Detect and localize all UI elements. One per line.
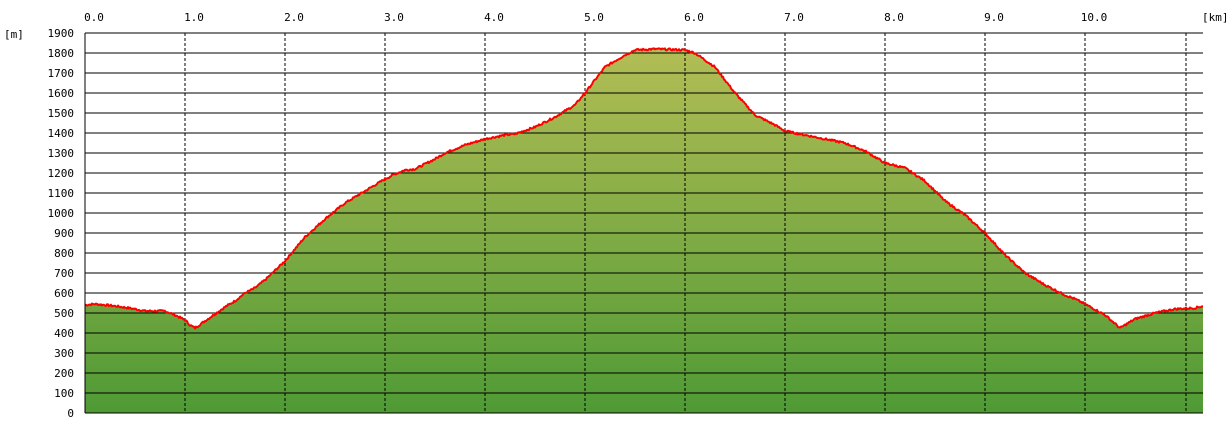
y-tick-label-100: 100: [54, 387, 74, 400]
y-tick-label-800: 800: [54, 247, 74, 260]
y-tick-label-700: 700: [54, 267, 74, 280]
y-tick-label-1400: 1400: [48, 127, 75, 140]
x-tick-label-1: 1.0: [184, 11, 204, 24]
elevation-line: [84, 47, 1203, 330]
vertical-gridlines: [184, 33, 1187, 413]
y-unit-label: [m]: [4, 28, 24, 41]
y-tick-label-400: 400: [54, 327, 74, 340]
y-tick-label-1100: 1100: [48, 187, 75, 200]
x-tick-label-7: 7.0: [784, 11, 804, 24]
axes: [84, 33, 1203, 414]
x-tick-label-9: 9.0: [984, 11, 1004, 24]
y-tick-labels: 0 100 200 300 400 500 600 700 800 900 1000 1100 1200…: [48, 27, 75, 420]
y-tick-label-300: 300: [54, 347, 74, 360]
x-tick-label-2: 2.0: [284, 11, 304, 24]
x-tick-label-10: 10.0: [1081, 11, 1108, 24]
y-tick-label-500: 500: [54, 307, 74, 320]
x-tick-label-6: 6.0: [684, 11, 704, 24]
y-tick-label-200: 200: [54, 367, 74, 380]
y-tick-label-1700: 1700: [48, 67, 75, 80]
x-tick-label-4: 4.0: [484, 11, 504, 24]
x-tick-labels: 0.0 1.0 2.0 3.0 4.0 5.0 6.0 7.0 8.0 9.0 10.0: [84, 11, 1107, 24]
y-tick-label-600: 600: [54, 287, 74, 300]
x-unit-label: [km]: [1202, 11, 1229, 24]
elevation-area-layer: [85, 48, 1203, 414]
elevation-area: [85, 48, 1203, 414]
y-tick-label-1500: 1500: [48, 107, 75, 120]
y-tick-label-1300: 1300: [48, 147, 75, 160]
y-tick-label-1000: 1000: [48, 207, 75, 220]
y-tick-label-1900: 1900: [48, 27, 75, 40]
y-tick-label-1800: 1800: [48, 47, 75, 60]
x-tick-label-8: 8.0: [884, 11, 904, 24]
elevation-line-layer: [84, 47, 1203, 330]
y-tick-label-0: 0: [67, 407, 74, 420]
y-tick-label-1200: 1200: [48, 167, 75, 180]
x-tick-label-3: 3.0: [384, 11, 404, 24]
x-tick-label-5: 5.0: [584, 11, 604, 24]
x-tick-label-0: 0.0: [84, 11, 104, 24]
y-tick-label-900: 900: [54, 227, 74, 240]
y-tick-label-1600: 1600: [48, 87, 75, 100]
